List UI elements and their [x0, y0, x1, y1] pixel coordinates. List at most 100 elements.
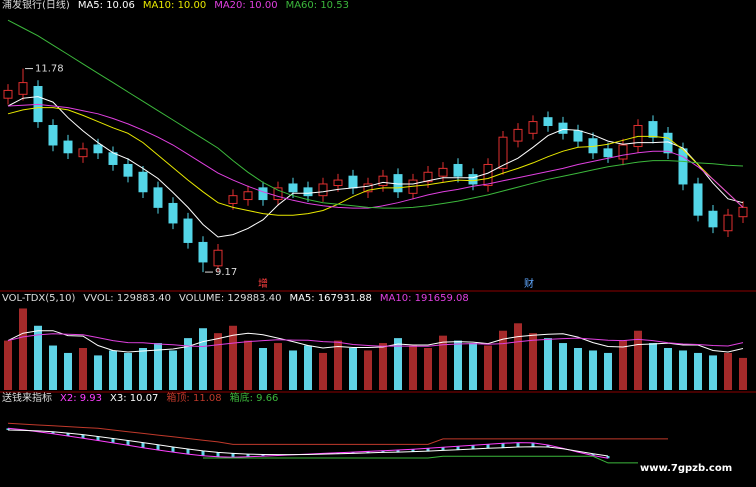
volume-bar — [604, 352, 612, 390]
volume-bar — [574, 348, 582, 390]
volume-bar — [439, 335, 447, 390]
volume-bar — [169, 350, 177, 390]
candle-body — [243, 191, 253, 201]
candle-body — [393, 174, 403, 193]
volume-bar — [499, 330, 507, 390]
candle-body — [198, 241, 208, 263]
candle-body — [78, 148, 88, 158]
volume-bar — [709, 355, 717, 390]
indicator-line — [7, 429, 609, 457]
legend-entry: X3: 10.07 — [110, 393, 159, 404]
volume-bar — [109, 350, 117, 390]
candle-body — [258, 187, 268, 201]
candle-body — [528, 121, 538, 134]
candle-body — [18, 82, 28, 95]
volume-bar — [34, 325, 42, 390]
candle-body — [468, 174, 478, 185]
candle-body — [93, 144, 103, 154]
candle-body — [48, 124, 58, 146]
indicator-line — [7, 330, 744, 353]
volume-bar — [544, 338, 552, 390]
candle-body — [273, 187, 283, 201]
volume-bar — [664, 348, 672, 390]
volume-bar — [679, 350, 687, 390]
volume-bar — [649, 343, 657, 390]
chart-title: 送钱来指标 — [2, 393, 52, 404]
legend-entry: MA20: 10.00 — [214, 0, 278, 11]
volume-bar — [274, 343, 282, 390]
legend-entry: 箱顶: 11.08 — [166, 393, 222, 404]
candle-body — [498, 136, 508, 169]
candle-body — [228, 195, 238, 204]
candle-body — [648, 121, 658, 138]
legend-entry: MA10: 191659.08 — [379, 293, 469, 304]
indicator-line — [7, 422, 668, 445]
legend-entry: MA10: 10.00 — [142, 0, 207, 11]
legend-entry: X2: 9.93 — [60, 393, 103, 404]
indicator-line — [7, 333, 744, 348]
candle-body — [333, 179, 343, 187]
volume-header: VOL-TDX(5,10) VVOL: 129883.40 VOLUME: 1298… — [2, 293, 477, 305]
candle-body — [123, 163, 133, 177]
candle-body — [63, 140, 73, 154]
volume-bar — [79, 348, 87, 390]
candle-body — [618, 144, 628, 160]
volume-bar — [739, 357, 747, 390]
candle-body — [483, 163, 493, 187]
candle-body — [363, 183, 373, 193]
candle-body — [453, 163, 463, 177]
candle-body — [168, 202, 178, 224]
candle-body — [423, 171, 433, 183]
candle-body — [513, 128, 523, 142]
candle-body — [108, 152, 118, 165]
candle-body — [183, 218, 193, 243]
volume-bar — [724, 352, 732, 390]
volume-bar — [184, 338, 192, 390]
volume-bar — [229, 325, 237, 390]
volume-bar — [304, 345, 312, 390]
candle-body — [303, 187, 313, 197]
volume-bar — [469, 343, 477, 390]
chart-title: 浦发银行(日线) — [2, 0, 70, 11]
volume-bar — [634, 330, 642, 390]
legend-entry: MA5: 10.06 — [77, 0, 135, 11]
indicator-line — [7, 107, 744, 216]
volume-bar — [559, 343, 567, 390]
indicator-line — [7, 96, 744, 238]
candle-body — [558, 122, 568, 134]
candle-body — [438, 167, 448, 177]
volume-bar — [139, 348, 147, 390]
volume-bar — [379, 343, 387, 390]
volume-bar — [289, 350, 297, 390]
volume-bar — [424, 348, 432, 390]
event-marker: 增 — [258, 277, 268, 290]
candle-body — [678, 148, 688, 185]
low-annotation: 9.17 — [215, 267, 237, 278]
chart-title: VOL-TDX(5,10) — [2, 293, 76, 304]
volume-bar — [154, 343, 162, 390]
volume-bar — [589, 350, 597, 390]
price-header: 浦发银行(日线) MA5: 10.06 MA10: 10.00 MA20: 10.00… — [2, 0, 357, 12]
volume-bar — [454, 340, 462, 390]
candle-body — [723, 214, 733, 232]
event-marker: 财 — [524, 277, 534, 290]
indicator-line — [7, 103, 744, 209]
volume-bar — [319, 352, 327, 390]
candle-body — [3, 89, 13, 99]
candle-body — [153, 187, 163, 208]
candle-body — [543, 117, 553, 126]
header-text: VVOL: 129883.40 — [83, 293, 171, 304]
volume-bar — [334, 340, 342, 390]
indicator-line — [203, 455, 638, 464]
volume-bar — [19, 308, 27, 390]
candle-body — [378, 175, 388, 187]
volume-bar — [49, 345, 57, 390]
volume-bar — [619, 340, 627, 390]
volume-bar — [124, 352, 132, 390]
volume-bar — [259, 348, 267, 390]
volume-bar — [214, 333, 222, 390]
candle-body — [213, 249, 223, 267]
candle-body — [693, 183, 703, 216]
volume-bar — [199, 328, 207, 390]
